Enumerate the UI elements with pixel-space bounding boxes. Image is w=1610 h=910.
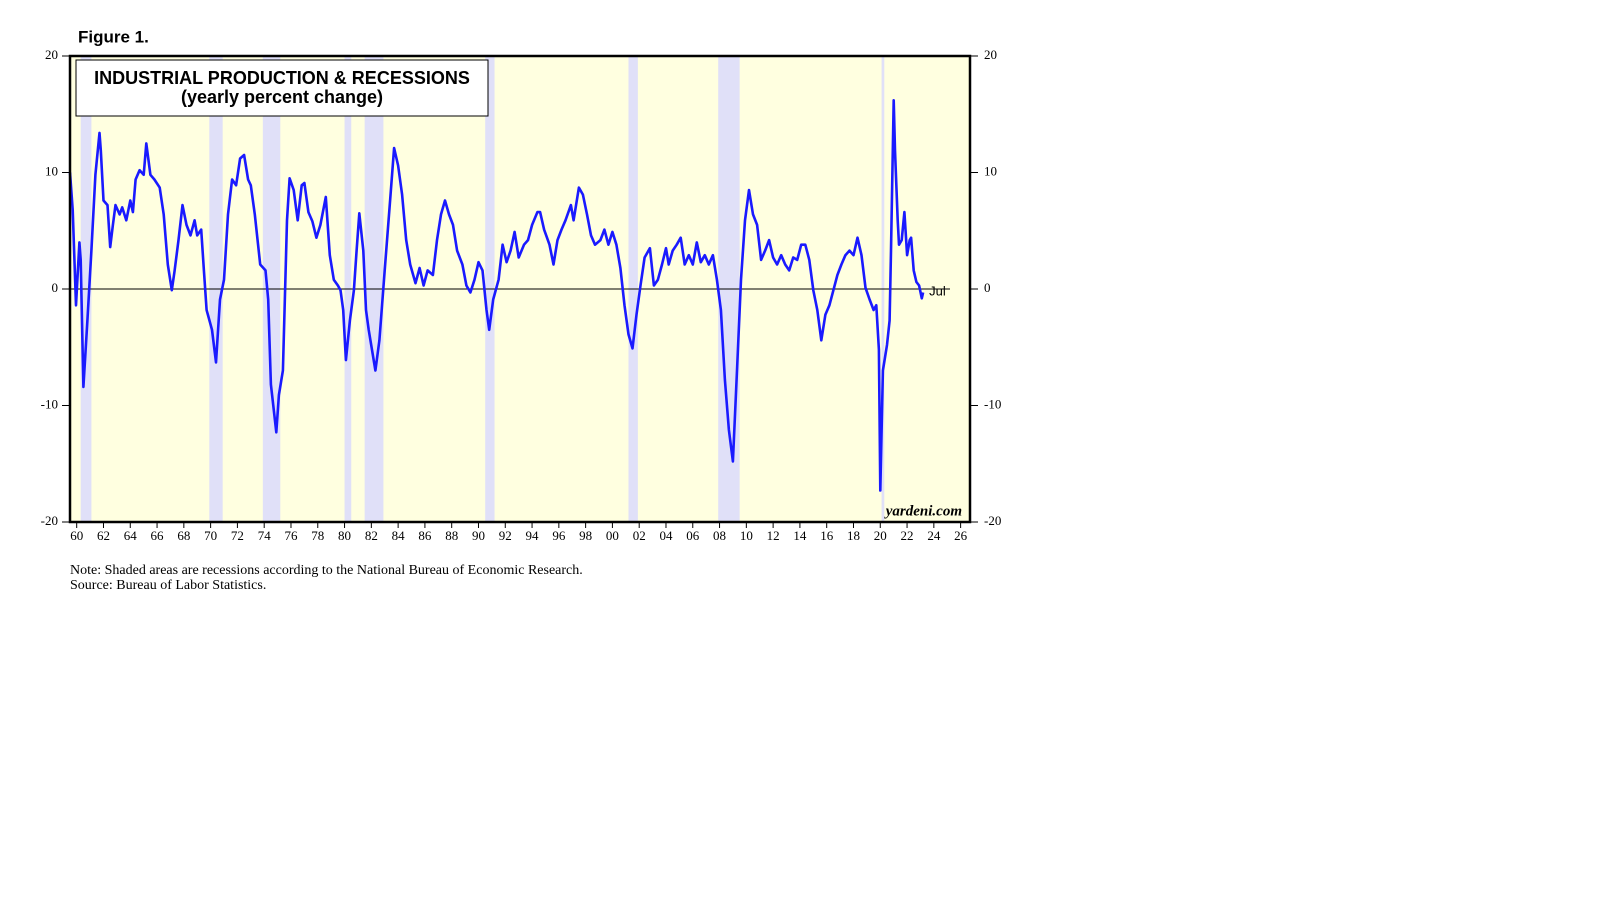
x-tick-label: 10 bbox=[740, 528, 753, 543]
x-tick-label: 88 bbox=[445, 528, 458, 543]
x-tick-label: 12 bbox=[767, 528, 780, 543]
x-tick-label: 92 bbox=[499, 528, 512, 543]
x-tick-label: 96 bbox=[552, 528, 566, 543]
x-tick-label: 68 bbox=[177, 528, 190, 543]
x-tick-label: 62 bbox=[97, 528, 110, 543]
x-tick-label: 86 bbox=[418, 528, 432, 543]
chart-subtitle: (yearly percent change) bbox=[181, 87, 383, 107]
x-tick-label: 24 bbox=[927, 528, 941, 543]
y-tick-label-right: -10 bbox=[984, 396, 1001, 411]
source: Source: Bureau of Labor Statistics. bbox=[70, 578, 266, 593]
x-tick-label: 66 bbox=[151, 528, 165, 543]
x-tick-label: 76 bbox=[284, 528, 298, 543]
y-tick-label: 0 bbox=[52, 280, 59, 295]
plot-frame bbox=[68, 54, 972, 524]
x-tick-label: 14 bbox=[793, 528, 807, 543]
x-tick-label: 72 bbox=[231, 528, 244, 543]
x-tick-label: 26 bbox=[954, 528, 968, 543]
y-tick-label: 20 bbox=[45, 47, 58, 62]
y-tick-label-right: 20 bbox=[984, 47, 997, 62]
x-tick-label: 20 bbox=[874, 528, 887, 543]
end-label: Jul bbox=[929, 283, 946, 298]
y-tick-label-right: -20 bbox=[984, 513, 1001, 528]
x-tick-label: 74 bbox=[258, 528, 272, 543]
x-tick-label: 98 bbox=[579, 528, 592, 543]
y-tick-label-right: 10 bbox=[984, 163, 997, 178]
y-tick-label: 10 bbox=[45, 163, 58, 178]
x-tick-label: 82 bbox=[365, 528, 378, 543]
x-tick-label: 04 bbox=[659, 528, 673, 543]
x-tick-label: 00 bbox=[606, 528, 619, 543]
title-box bbox=[75, 59, 489, 117]
y-tick-label: -20 bbox=[41, 513, 58, 528]
x-tick-label: 16 bbox=[820, 528, 834, 543]
source-mark: yardeni.com bbox=[884, 503, 962, 519]
x-tick-label: 08 bbox=[713, 528, 726, 543]
x-tick-label: 70 bbox=[204, 528, 217, 543]
x-tick-label: 02 bbox=[633, 528, 646, 543]
chart-title: INDUSTRIAL PRODUCTION & RECESSIONS bbox=[94, 68, 470, 88]
x-tick-label: 80 bbox=[338, 528, 351, 543]
y-tick-label: -10 bbox=[41, 396, 58, 411]
y-tick-label-right: 0 bbox=[984, 280, 991, 295]
x-tick-label: 84 bbox=[392, 528, 406, 543]
x-tick-label: 06 bbox=[686, 528, 700, 543]
x-tick-label: 22 bbox=[901, 528, 914, 543]
x-tick-label: 60 bbox=[70, 528, 83, 543]
x-tick-label: 64 bbox=[124, 528, 138, 543]
x-tick-label: 78 bbox=[311, 528, 324, 543]
x-tick-label: 18 bbox=[847, 528, 860, 543]
x-tick-label: 94 bbox=[526, 528, 540, 543]
note: Note: Shaded areas are recessions accord… bbox=[70, 563, 583, 578]
data-line bbox=[68, 99, 925, 492]
x-tick-label: 90 bbox=[472, 528, 485, 543]
figure-label: Figure 1. bbox=[78, 27, 149, 46]
